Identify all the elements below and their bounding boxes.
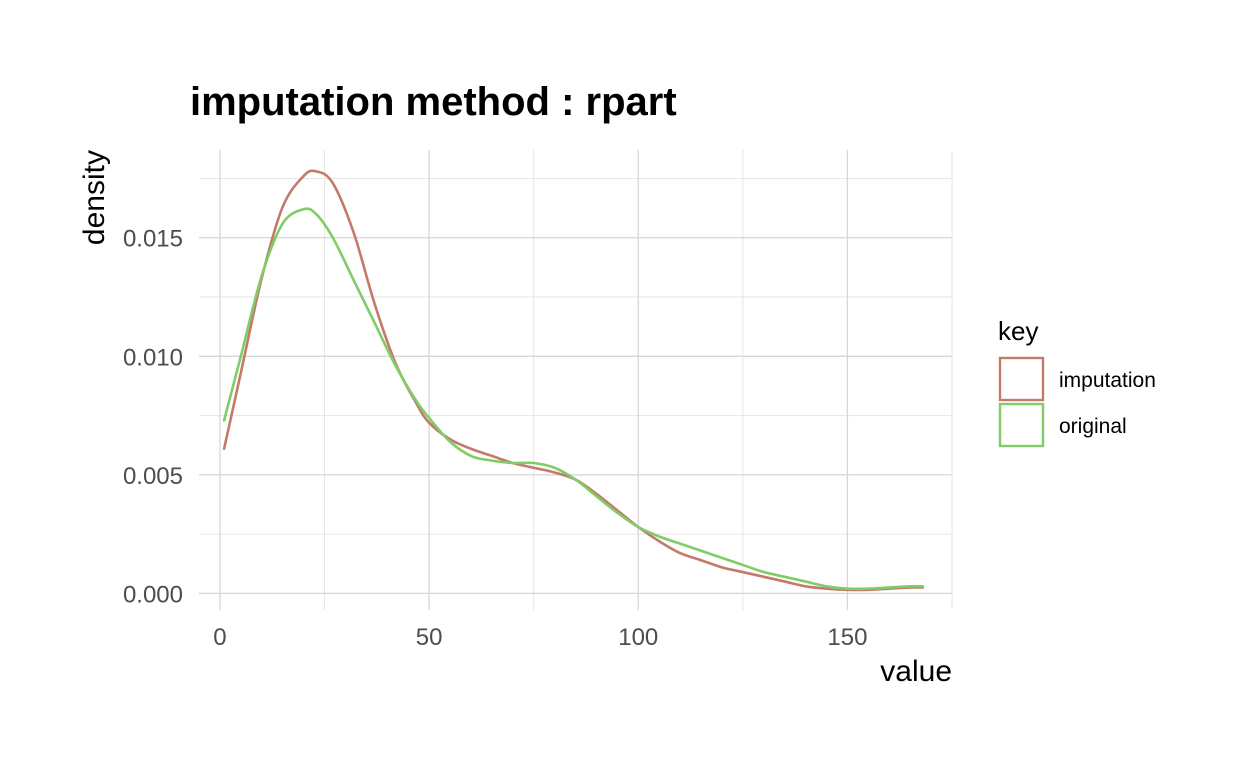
x-axis-ticks: 0 50 100 150: [213, 624, 867, 651]
series-lines: [222, 169, 925, 592]
legend-key-original: [998, 402, 1045, 448]
x-tick-label: 150: [827, 624, 867, 651]
y-tick-label: 0.000: [123, 581, 183, 608]
legend-key-imputation: [998, 356, 1045, 402]
x-axis-title: value: [880, 655, 952, 688]
plot-grid: [199, 150, 953, 610]
legend-label-original: original: [1059, 415, 1127, 438]
y-axis-title: density: [78, 150, 111, 245]
legend-title: key: [998, 316, 1038, 346]
legend-items: imputation original: [998, 356, 1156, 448]
series-line-original: [222, 207, 925, 591]
y-tick-label: 0.015: [123, 226, 183, 253]
y-tick-label: 0.010: [123, 344, 183, 371]
series-line-imputation: [222, 169, 925, 592]
legend-label-imputation: imputation: [1059, 369, 1156, 392]
x-tick-label: 50: [416, 624, 443, 651]
chart-title: imputation method : rpart: [190, 80, 677, 124]
x-tick-label: 0: [213, 624, 226, 651]
y-axis-ticks: 0.000 0.005 0.010 0.015: [123, 226, 183, 609]
legend: key imputation original: [998, 316, 1156, 448]
x-tick-label: 100: [618, 624, 658, 651]
y-tick-label: 0.005: [123, 463, 183, 490]
